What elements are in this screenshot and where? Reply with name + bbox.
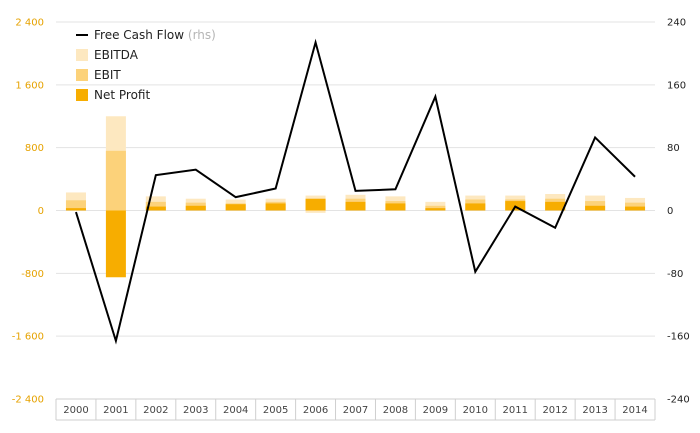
bar-net-profit-2009 [425,208,446,211]
line-free-cash-flow [75,38,636,345]
bar-net-profit-2007 [345,201,366,211]
legend-label: EBITDA [94,48,139,62]
x-tick-label: 2011 [503,405,528,416]
right-tick-label: 240 [667,18,686,29]
bar-net-profit-2010 [465,203,486,211]
x-tick-label: 2005 [263,405,288,416]
left-tick-label: 0 [38,206,44,217]
legend-label-suffix: (rhs) [184,28,216,42]
x-tick-label: 2003 [183,405,208,416]
legend-label-text: EBITDA [94,48,139,62]
bars [65,116,646,278]
free-cash-flow-line [75,38,636,345]
legend-item-ebit: EBIT [76,68,121,82]
x-tick-label: 2008 [383,405,408,416]
left-tick-label: 2 400 [15,18,44,29]
bar-net-profit-2008 [385,203,406,211]
legend-label-text: Free Cash Flow [94,28,184,42]
legend: Free Cash Flow (rhs) EBITDA EBIT Net Profit [76,28,216,102]
x-tick-label: 2004 [223,405,248,416]
x-tick-label: 2002 [143,405,168,416]
bar-net-profit-2014 [625,206,646,211]
bar-ebit-2002 [145,201,166,211]
legend-item-net-profit: Net Profit [76,88,150,102]
legend-label: Net Profit [94,88,150,102]
x-tick-label: 2007 [343,405,368,416]
legend-label-text: EBIT [94,68,121,82]
bar-net-profit-2000 [65,208,86,211]
legend-label: Free Cash Flow (rhs) [94,28,216,42]
bar-ebit-2000 [65,200,86,211]
legend-item-ebitda: EBITDA [76,48,139,62]
right-tick-label: -240 [667,395,690,406]
left-tick-label: 1 600 [15,80,44,91]
left-tick-label: -1 600 [12,332,44,343]
x-tick-label: 2006 [303,405,328,416]
left-tick-label: -2 400 [12,395,44,406]
right-tick-label: 80 [667,143,680,154]
bar-net-profit-2004 [225,204,246,211]
x-tick-label: 2012 [542,405,567,416]
bar-net-profit-2005 [265,203,286,211]
bar-ebit-2014 [625,202,646,211]
legend-item-free-cash-flow: Free Cash Flow (rhs) [76,28,216,42]
left-tick-label: -800 [21,269,44,280]
left-tick-label: 800 [25,143,44,154]
right-tick-label: 0 [667,206,673,217]
x-tick-label: 2014 [622,405,647,416]
x-tick-label: 2013 [582,405,607,416]
bar-net-profit-2003 [185,205,206,211]
bar-net-profit-2006-negative [305,210,326,213]
x-tick-label: 2010 [463,405,488,416]
legend-label-text: Net Profit [94,88,150,102]
legend-label: EBIT [94,68,121,82]
legend-swatch [76,89,88,101]
x-tick-label: 2009 [423,405,448,416]
bar-net-profit-2006 [305,198,326,211]
bar-net-profit-2012 [545,201,566,211]
right-tick-label: 160 [667,80,686,91]
bar-net-profit-2013 [585,205,606,211]
x-tick-label: 2000 [63,405,88,416]
legend-swatch [76,69,88,81]
right-tick-label: -80 [667,269,683,280]
bar-net-profit-2001 [105,210,126,278]
bar-ebit-2001 [105,150,126,211]
x-axis-band [56,399,655,420]
x-tick-label: 2001 [103,405,128,416]
right-tick-label: -160 [667,332,690,343]
bar-net-profit-2002 [145,206,166,211]
legend-swatch [76,49,88,61]
